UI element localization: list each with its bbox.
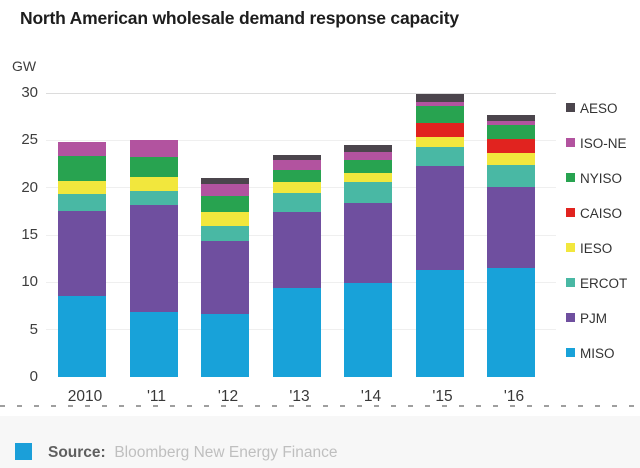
- bar-segment-aeso-16: [487, 114, 535, 122]
- bar-segment-miso-2010: [58, 295, 106, 377]
- y-tick-label-30: 30: [21, 84, 38, 101]
- source-label: Source:: [48, 444, 106, 461]
- legend-label-iso-ne: ISO-NE: [580, 136, 627, 151]
- bar-segment-nyiso-13: [272, 169, 321, 182]
- bar-segment-ieso-14: [344, 172, 392, 182]
- y-tick-label-0: 0: [29, 368, 38, 385]
- bar-segment-iso-ne-12: [201, 183, 249, 197]
- bar-segment-ieso-15: [415, 136, 464, 147]
- y-tick-label-20: 20: [21, 178, 38, 196]
- x-tick-label-14: '14: [360, 388, 382, 405]
- bar-segment-nyiso-14: [344, 160, 392, 173]
- bar-segment-iso-ne-13: [272, 160, 321, 170]
- bar-segment-ercot-15: [415, 146, 464, 166]
- bar-segment-iso-ne-15: [415, 101, 464, 107]
- bar-segment-caiso-15: [415, 123, 464, 137]
- bar-segment-ercot-16: [487, 164, 535, 187]
- gridline-25: [46, 139, 556, 141]
- bar-segment-iso-ne-16: [487, 121, 535, 126]
- bar-segment-pjm-2010: [58, 211, 106, 296]
- legend-label-ieso: IESO: [580, 241, 613, 256]
- bar-segment-ercot-12: [201, 225, 249, 241]
- source-footer: Source: Bloomberg New Energy Finance: [0, 416, 640, 468]
- x-tick-label-11: '11: [146, 388, 167, 405]
- bar-segment-aeso-15: [415, 93, 464, 102]
- bar-segment-nyiso-16: [487, 125, 535, 140]
- bar-segment-ieso-2010: [58, 181, 106, 195]
- bar-segment-miso-16: [487, 268, 535, 377]
- y-tick-label-5: 5: [29, 320, 38, 338]
- source-text: Bloomberg New Energy Finance: [114, 444, 338, 461]
- bar-segment-nyiso-15: [415, 106, 464, 124]
- footer-divider: [0, 405, 640, 407]
- legend-label-caiso: CAISO: [580, 206, 623, 221]
- bar-segment-pjm-16: [487, 186, 535, 269]
- bar-segment-aeso-13: [272, 154, 321, 161]
- bar-segment-ieso-12: [201, 212, 249, 226]
- x-tick-label-13: '13: [289, 388, 310, 405]
- y-tick-label-15: 15: [21, 226, 38, 243]
- chart-title: North American wholesale demand response…: [20, 8, 459, 28]
- y-tick-label-10: 10: [21, 273, 38, 291]
- legend-swatch-pjm: [566, 313, 575, 322]
- legend-swatch-nyiso: [566, 173, 575, 182]
- bar-segment-miso-11: [129, 311, 178, 377]
- bar-segment-ieso-11: [129, 177, 178, 192]
- y-axis-unit-label: GW: [12, 58, 37, 74]
- bar-segment-ieso-13: [272, 181, 321, 194]
- bar-segment-pjm-15: [415, 165, 464, 271]
- bar-segment-pjm-13: [272, 212, 321, 288]
- legend-label-aeso: AESO: [580, 101, 618, 116]
- bar-segment-ercot-14: [344, 181, 392, 203]
- legend-swatch-aeso: [566, 103, 575, 112]
- x-tick-label-12: '12: [217, 388, 239, 405]
- x-tick-label-2010: 2010: [67, 388, 103, 405]
- legend-label-ercot: ERCOT: [580, 276, 628, 291]
- bar-segment-ercot-11: [129, 191, 178, 205]
- bar-segment-nyiso-2010: [58, 156, 106, 182]
- bar-segment-miso-12: [201, 313, 249, 377]
- bar-segment-nyiso-11: [129, 157, 178, 178]
- bar-segment-pjm-12: [201, 240, 249, 314]
- source-line: Source: Bloomberg New Energy Finance: [48, 444, 337, 462]
- bar-segment-iso-ne-14: [344, 151, 392, 161]
- bar-segment-caiso-16: [487, 139, 535, 153]
- gridline-30: [46, 92, 556, 94]
- x-tick-label-16: '16: [503, 388, 525, 405]
- bar-segment-iso-ne-11: [129, 140, 178, 158]
- bar-segment-miso-14: [344, 283, 392, 377]
- legend-swatch-ieso: [566, 243, 575, 252]
- bar-segment-ieso-16: [487, 152, 535, 165]
- bar-segment-ercot-2010: [58, 194, 106, 212]
- bar-segment-aeso-12: [201, 178, 249, 184]
- bar-segment-aeso-14: [344, 145, 392, 152]
- source-color-swatch: [15, 443, 32, 460]
- legend-swatch-iso-ne: [566, 138, 575, 147]
- legend-label-pjm: PJM: [580, 311, 607, 326]
- legend-label-nyiso: NYISO: [580, 171, 623, 186]
- bar-segment-nyiso-12: [201, 196, 249, 213]
- legend-swatch-miso: [566, 348, 575, 357]
- bar-segment-miso-15: [415, 270, 464, 377]
- y-tick-label-25: 25: [21, 131, 38, 149]
- bar-segment-pjm-11: [129, 204, 178, 312]
- bar-segment-miso-13: [272, 288, 321, 377]
- legend-label-miso: MISO: [580, 346, 615, 361]
- legend-swatch-caiso: [566, 208, 575, 217]
- bar-segment-iso-ne-2010: [58, 142, 106, 157]
- x-tick-label-15: '15: [432, 388, 453, 405]
- bar-segment-pjm-14: [344, 202, 392, 284]
- legend-swatch-ercot: [566, 278, 575, 287]
- bar-segment-ercot-13: [272, 193, 321, 213]
